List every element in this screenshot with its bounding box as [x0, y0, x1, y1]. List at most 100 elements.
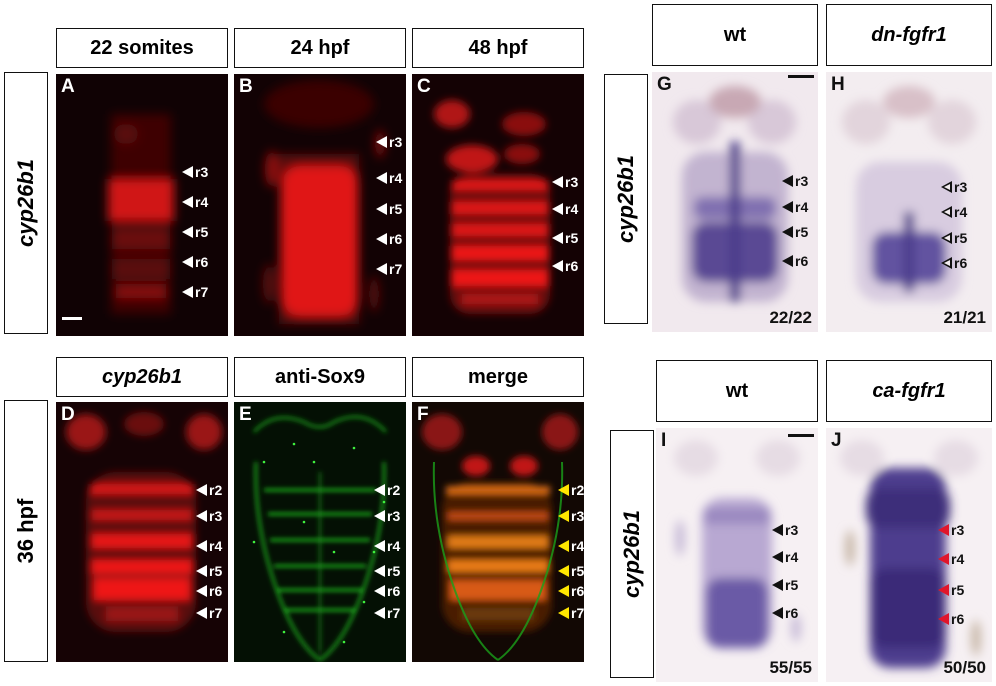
- arrowhead-icon: [182, 286, 193, 298]
- arrowhead-icon: [772, 551, 783, 563]
- panel-letter: C: [417, 76, 431, 97]
- rhombomere-marker: r7: [558, 606, 584, 620]
- rhombomere-marker: r6: [374, 584, 400, 598]
- panel-letter: H: [831, 74, 845, 95]
- panel-j: J r3 r4 r5 r6 50/50: [826, 428, 992, 682]
- scale-bar: [788, 75, 814, 78]
- arrowhead-icon: [374, 484, 385, 496]
- rhombomere-marker: r3: [552, 175, 578, 189]
- arrowhead-icon: [782, 175, 793, 187]
- panel-g: G r3 r4 r5 r6 22/22: [652, 72, 818, 332]
- header-ca-fgfr1: ca-fgfr1: [826, 360, 992, 422]
- panel-c: C r3 r4 r5 r6: [412, 74, 584, 336]
- row-label-36-hpf: 36 hpf: [4, 400, 48, 662]
- rhombomere-marker: r5: [941, 231, 967, 245]
- rhombomere-marker: r7: [196, 606, 222, 620]
- panel-letter: F: [417, 404, 429, 425]
- rhombomere-marker: r3: [772, 523, 798, 537]
- arrowhead-icon: [196, 565, 207, 577]
- rhombomere-marker: r4: [196, 539, 222, 553]
- rhombomere-marker: r3: [196, 509, 222, 523]
- rhombomere-marker: r6: [182, 255, 208, 269]
- rhombomere-marker: r5: [782, 225, 808, 239]
- rhombomere-marker: r3: [558, 509, 584, 523]
- arrowhead-icon: [782, 255, 793, 267]
- rhombomere-marker: r3: [941, 180, 967, 194]
- arrowhead-icon: [782, 201, 793, 213]
- rhombomere-marker: r5: [196, 564, 222, 578]
- rhombomere-marker: r3: [938, 523, 964, 537]
- panel-d: D r2 r3 r4 r5 r6 r7: [56, 402, 228, 662]
- rhombomere-marker: r6: [558, 584, 584, 598]
- rhombomere-marker: r5: [938, 583, 964, 597]
- arrowhead-icon: [552, 232, 563, 244]
- rhombomere-marker: r4: [374, 539, 400, 553]
- rhombomere-marker: r6: [772, 606, 798, 620]
- panel-b: B r3 r4 r5 r6 r7: [234, 74, 406, 336]
- rhombomere-marker: r3: [182, 165, 208, 179]
- rhombomere-marker: r3: [376, 135, 402, 149]
- embryo-count: 22/22: [769, 308, 812, 327]
- rhombomere-marker: r2: [196, 483, 222, 497]
- embryo-count: 21/21: [943, 308, 986, 327]
- arrowhead-icon: [196, 607, 207, 619]
- arrowhead-icon: [782, 226, 793, 238]
- arrowhead-icon: [558, 565, 569, 577]
- rhombomere-marker: r6: [782, 254, 808, 268]
- rhombomere-marker: r4: [552, 202, 578, 216]
- rhombomere-marker: r5: [374, 564, 400, 578]
- rhombomere-marker: r7: [182, 285, 208, 299]
- rhombomere-marker: r6: [376, 232, 402, 246]
- row-label-cyp26b1-g: cyp26b1: [604, 74, 648, 324]
- arrowhead-icon: [196, 585, 207, 597]
- arrowhead-icon: [374, 565, 385, 577]
- rhombomere-marker: r5: [772, 578, 798, 592]
- panel-letter: G: [657, 74, 672, 95]
- arrowhead-icon: [182, 226, 193, 238]
- arrowhead-icon: [196, 540, 207, 552]
- rhombomere-marker: r5: [182, 225, 208, 239]
- arrowhead-icon: [374, 585, 385, 597]
- arrowhead-icon: [196, 510, 207, 522]
- arrowhead-icon: [938, 584, 949, 596]
- header-cyp26b1: cyp26b1: [56, 357, 228, 397]
- arrowhead-icon: [772, 607, 783, 619]
- header-dn-fgfr1: dn-fgfr1: [826, 4, 992, 66]
- rhombomere-marker: r6: [938, 612, 964, 626]
- header-anti-sox9: anti-Sox9: [234, 357, 406, 397]
- rhombomere-marker: r6: [941, 256, 967, 270]
- panel-letter: E: [239, 404, 252, 425]
- panel-letter: J: [831, 430, 842, 451]
- embryo-count: 50/50: [943, 658, 986, 677]
- rhombomere-marker: r4: [938, 552, 964, 566]
- embryo-count: 55/55: [769, 658, 812, 677]
- rhombomere-marker: r5: [558, 564, 584, 578]
- header-wt-top: wt: [652, 4, 818, 66]
- arrowhead-icon: [938, 553, 949, 565]
- rhombomere-marker: r4: [182, 195, 208, 209]
- arrowhead-icon: [558, 607, 569, 619]
- arrowhead-icon: [182, 256, 193, 268]
- arrowhead-icon: [376, 136, 387, 148]
- panel-h: H r3 r4 r5 r6 21/21: [826, 72, 992, 332]
- arrowhead-icon: [376, 172, 387, 184]
- arrowhead-icon: [182, 166, 193, 178]
- panel-letter: B: [239, 76, 253, 97]
- panel-a: A r3 r4 r5 r6 r7: [56, 74, 228, 336]
- open-arrowhead-icon: [941, 257, 952, 269]
- rhombomere-marker: r4: [772, 550, 798, 564]
- open-arrowhead-icon: [941, 181, 952, 193]
- arrowhead-icon: [196, 484, 207, 496]
- rhombomere-marker: r6: [552, 259, 578, 273]
- header-merge: merge: [412, 357, 584, 397]
- panel-letter: D: [61, 404, 75, 425]
- header-wt-bottom: wt: [656, 360, 818, 422]
- arrowhead-icon: [938, 613, 949, 625]
- panel-letter: I: [661, 430, 667, 451]
- arrowhead-icon: [552, 260, 563, 272]
- rhombomere-marker: r7: [374, 606, 400, 620]
- arrowhead-icon: [376, 263, 387, 275]
- rhombomere-marker: r5: [552, 231, 578, 245]
- panel-e: E r2 r3 r4 r5 r6 r7: [234, 402, 406, 662]
- scale-bar: [62, 317, 82, 320]
